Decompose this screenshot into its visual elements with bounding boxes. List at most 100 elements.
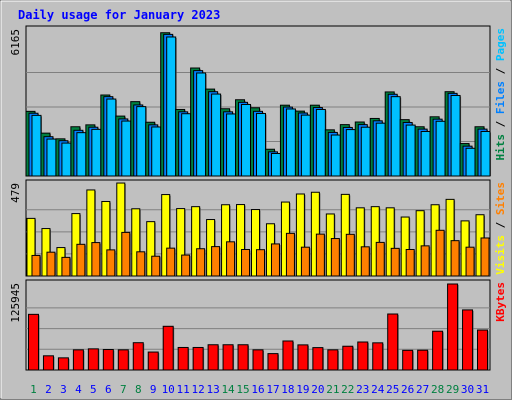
side-legend-files: Files	[494, 81, 507, 114]
x-tick-label-day-20: 20	[311, 383, 324, 396]
bar-pages-day-8	[136, 106, 147, 177]
bar-kbytes-day-31	[477, 329, 489, 371]
bar-pages-day-28	[435, 120, 446, 177]
bar-sites-day-21	[330, 238, 340, 277]
bar-kbytes-day-22	[342, 345, 354, 371]
bar-sites-day-28	[435, 229, 445, 277]
bar-pages-day-9	[151, 126, 162, 177]
x-tick-label-day-19: 19	[296, 383, 309, 396]
bar-sites-day-18	[285, 232, 295, 277]
bar-kbytes-day-14	[222, 344, 234, 371]
bar-visits-day-8	[131, 208, 141, 277]
bar-sites-day-8	[136, 251, 146, 277]
x-axis-day-labels: 1 2 3 4 5 6 7 8 9 10 11 12 13 14 15 16 17 18 19 20 21 22 23 24 2…	[30, 383, 489, 396]
bar-kbytes-day-30	[462, 309, 474, 371]
bar-kbytes-day-12	[192, 346, 204, 371]
x-tick-label-day-3: 3	[60, 383, 67, 396]
bar-kbytes-day-9	[147, 351, 159, 371]
x-tick-label-day-13: 13	[206, 383, 219, 396]
bar-sites-day-20	[315, 233, 325, 277]
bar-visits-day-14	[221, 204, 231, 277]
bar-pages-day-24	[375, 122, 386, 177]
bar-visits-day-29	[445, 198, 455, 277]
bar-pages-day-11	[181, 113, 192, 177]
bar-sites-day-22	[345, 233, 355, 277]
bar-sites-day-5	[91, 242, 101, 277]
bar-kbytes-day-23	[357, 341, 369, 371]
bar-visits-day-11	[176, 208, 186, 277]
x-tick-label-day-6: 6	[105, 383, 112, 396]
bar-kbytes-day-2	[42, 355, 54, 371]
x-tick-label-day-16: 16	[251, 383, 264, 396]
x-tick-label-day-26: 26	[401, 383, 414, 396]
bar-sites-day-17	[270, 243, 280, 277]
bar-kbytes-day-19	[297, 344, 309, 371]
bar-visits-day-10	[161, 194, 171, 277]
bar-pages-day-13	[211, 93, 222, 177]
side-legend-hits: Hits	[494, 134, 507, 161]
bar-pages-day-6	[106, 98, 117, 177]
bar-pages-day-7	[121, 120, 132, 177]
bar-kbytes-day-4	[72, 349, 84, 371]
y-max-label: 125945	[9, 283, 22, 323]
panel-kbytes: 125945 KBytes	[9, 279, 507, 371]
bar-pages-day-1	[31, 114, 42, 177]
bar-kbytes-day-10	[162, 325, 174, 371]
chart-panels: 6165 Hits / Files / Pages 479 Visits / Site…	[9, 25, 507, 371]
bar-pages-day-17	[270, 153, 281, 177]
bar-sites-day-12	[196, 248, 206, 277]
x-tick-label-day-23: 23	[356, 383, 369, 396]
bar-visits-day-15	[236, 204, 246, 277]
bar-kbytes-day-3	[57, 357, 69, 371]
bar-pages-day-12	[196, 72, 207, 177]
bar-pages-day-2	[46, 138, 57, 177]
bar-visits-day-12	[191, 206, 201, 277]
bar-kbytes-day-17	[267, 353, 279, 371]
bar-kbytes-day-20	[312, 347, 324, 371]
bar-sites-day-14	[226, 241, 236, 277]
bar-visits-day-16	[251, 209, 260, 277]
bar-sites-day-3	[61, 256, 71, 277]
bar-sites-day-2	[46, 251, 56, 277]
bar-pages-day-19	[300, 114, 311, 177]
bar-kbytes-day-8	[132, 342, 144, 371]
x-tick-label-day-17: 17	[266, 383, 279, 396]
x-tick-label-day-2: 2	[45, 383, 52, 396]
bar-kbytes-day-26	[402, 349, 414, 371]
bar-kbytes-day-1	[27, 313, 39, 371]
x-tick-label-day-22: 22	[341, 383, 354, 396]
x-tick-label-day-27: 27	[416, 383, 429, 396]
bar-kbytes-day-25	[387, 313, 399, 371]
x-tick-label-day-12: 12	[192, 383, 205, 396]
bar-kbytes-day-29	[447, 283, 459, 371]
x-tick-label-day-25: 25	[386, 383, 399, 396]
bar-kbytes-day-18	[282, 340, 294, 371]
bar-sites-day-7	[121, 231, 131, 277]
bar-sites-day-13	[211, 246, 221, 277]
x-tick-label-day-5: 5	[90, 383, 97, 396]
bar-sites-day-4	[76, 243, 86, 277]
x-tick-label-day-24: 24	[371, 383, 385, 396]
bar-pages-day-3	[61, 142, 72, 177]
bar-sites-day-26	[405, 248, 415, 277]
bar-pages-day-30	[465, 147, 476, 177]
y-max-label: 6165	[9, 29, 22, 56]
x-tick-label-day-11: 11	[177, 383, 190, 396]
bar-sites-day-1	[31, 254, 41, 277]
x-tick-label-day-15: 15	[236, 383, 249, 396]
bar-sites-day-15	[241, 248, 251, 277]
bar-kbytes-day-6	[102, 349, 114, 371]
bar-pages-day-31	[480, 130, 491, 177]
bar-kbytes-day-15	[237, 344, 249, 371]
side-legend: Hits / Files / Pages	[494, 28, 507, 161]
bar-pages-day-16	[256, 112, 266, 177]
bar-pages-day-14	[226, 113, 237, 177]
bar-kbytes-day-13	[207, 344, 219, 371]
bar-visits-day-25	[385, 207, 395, 277]
y-max-label: 479	[9, 183, 22, 203]
bar-kbytes-day-7	[117, 349, 129, 371]
side-legend-separator: /	[494, 114, 507, 134]
x-tick-label-day-7: 7	[120, 383, 127, 396]
x-tick-label-day-4: 4	[75, 383, 82, 396]
bar-kbytes-day-21	[327, 349, 339, 371]
